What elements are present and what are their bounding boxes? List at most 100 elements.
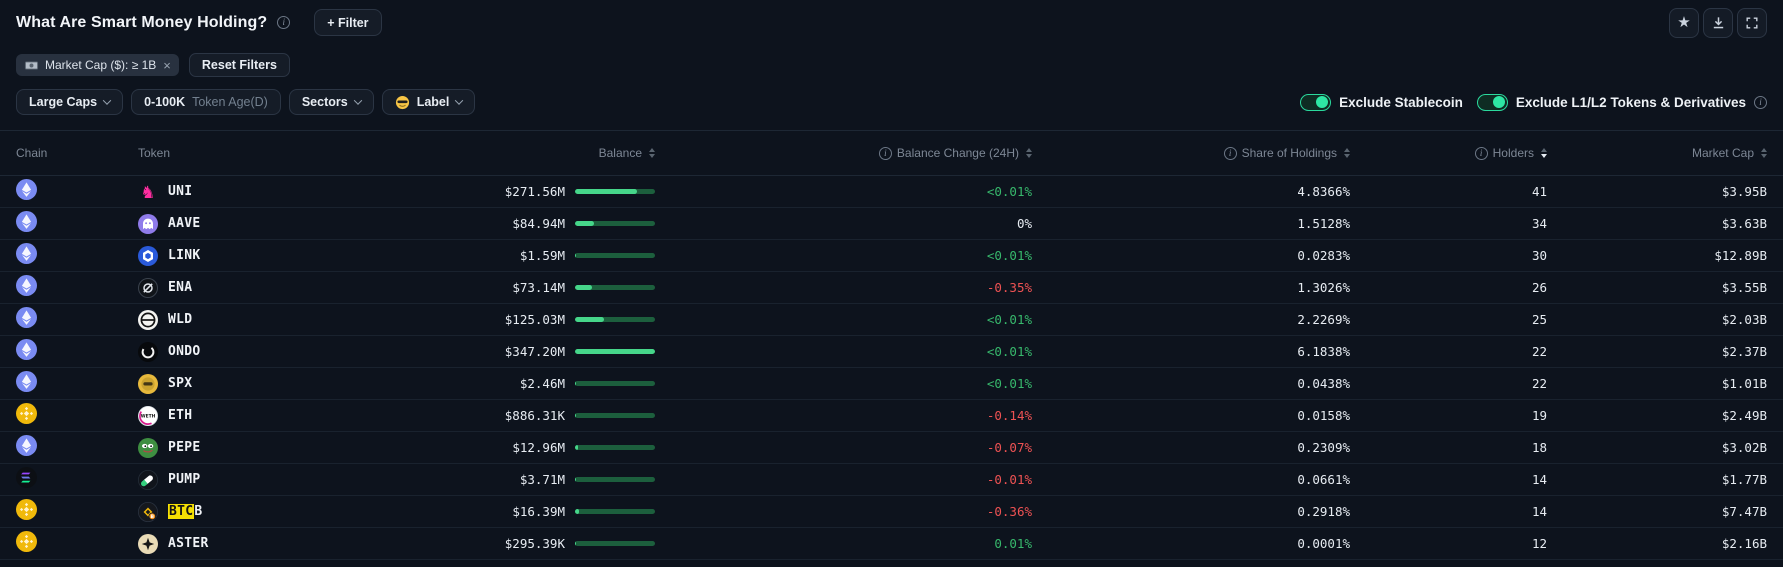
column-info-icon[interactable] — [879, 147, 892, 160]
table-row[interactable]: AAVE $84.94M 0% 1.5128% 34 $3.63B — [0, 208, 1783, 240]
balance-value: $3.71M — [445, 472, 565, 487]
toggle-switch-on[interactable] — [1477, 94, 1508, 111]
exclude-l1l2-toggle[interactable]: Exclude L1/L2 Tokens & Derivatives — [1477, 94, 1767, 111]
toggle-info-icon[interactable] — [1754, 96, 1767, 109]
table-row[interactable]: ENA $73.14M -0.35% 1.3026% 26 $3.55B — [0, 272, 1783, 304]
bnb-chain-icon — [16, 499, 37, 520]
worldcoin-token-icon — [138, 310, 158, 330]
table-row[interactable]: B BTCB $16.39M -0.36% 0.2918% 14 $7.47B — [0, 496, 1783, 528]
market-cap-value: $2.16B — [1722, 536, 1767, 551]
favorite-button[interactable] — [1669, 8, 1699, 38]
column-header-market-cap[interactable]: Market Cap — [1547, 146, 1767, 160]
toggle-label: Exclude L1/L2 Tokens & Derivatives — [1516, 95, 1746, 110]
share-of-holdings-value: 0.2309% — [1297, 440, 1350, 455]
balance-value: $73.14M — [445, 280, 565, 295]
balance-value: $16.39M — [445, 504, 565, 519]
token-symbol: ENA — [168, 280, 192, 295]
holders-value: 12 — [1532, 536, 1547, 551]
balance-bar — [575, 189, 655, 194]
balance-bar-fill — [575, 477, 576, 482]
market-cap-value: $2.37B — [1722, 344, 1767, 359]
table-row[interactable]: SPX $2.46M <0.01% 0.0438% 22 $1.01B — [0, 368, 1783, 400]
balance-change-value: <0.01% — [987, 344, 1032, 359]
holders-value: 30 — [1532, 248, 1547, 263]
balance-bar — [575, 285, 655, 290]
share-of-holdings-value: 0.2918% — [1297, 504, 1350, 519]
balance-bar-fill — [575, 413, 576, 418]
balance-bar — [575, 477, 655, 482]
column-header-balance[interactable]: Balance — [445, 146, 655, 160]
holders-value: 22 — [1532, 376, 1547, 391]
table-row[interactable]: PEPE $12.96M -0.07% 0.2309% 18 $3.02B — [0, 432, 1783, 464]
toggle-switch-on[interactable] — [1300, 94, 1331, 111]
table-row[interactable]: WETH ETH $886.31K -0.14% 0.0158% 19 $2.4… — [0, 400, 1783, 432]
reset-filters-button[interactable]: Reset Filters — [189, 53, 290, 77]
table-row[interactable]: LINK $1.59M <0.01% 0.0283% 30 $12.89B — [0, 240, 1783, 272]
download-icon — [1711, 15, 1726, 30]
share-of-holdings-value: 0.0283% — [1297, 248, 1350, 263]
add-filter-button[interactable]: + Filter — [314, 9, 381, 36]
table-row[interactable]: ASTER $295.39K 0.01% 0.0001% 12 $2.16B — [0, 528, 1783, 560]
market-cap-value: $2.03B — [1722, 312, 1767, 327]
token-symbol: LINK — [168, 248, 201, 263]
balance-change-value: 0% — [1017, 216, 1032, 231]
download-button[interactable] — [1703, 8, 1733, 38]
token-symbol: ONDO — [168, 344, 201, 359]
balance-change-value: -0.14% — [987, 408, 1032, 423]
sunglasses-emoji-icon — [395, 95, 410, 110]
label-dropdown[interactable]: Label — [382, 89, 476, 115]
balance-bar-fill — [575, 253, 576, 258]
active-filters-row: Market Cap ($): ≥ 1B Reset Filters — [16, 54, 1767, 76]
svg-text:WETH: WETH — [141, 413, 156, 419]
balance-bar — [575, 381, 655, 386]
balance-bar-fill — [575, 317, 604, 322]
balance-change-value: <0.01% — [987, 184, 1032, 199]
column-header-holders[interactable]: Holders — [1350, 146, 1547, 160]
close-icon[interactable] — [163, 59, 171, 72]
uniswap-token-icon: ♞ — [138, 182, 158, 202]
share-of-holdings-value: 2.2269% — [1297, 312, 1350, 327]
column-info-icon[interactable] — [1475, 147, 1488, 160]
balance-bar-fill — [575, 509, 579, 514]
dropdown-label: Large Caps — [29, 95, 97, 109]
sectors-dropdown[interactable]: Sectors — [289, 89, 374, 115]
balance-value: $347.20M — [445, 344, 565, 359]
token-age-filter[interactable]: 0-100K Token Age(D) — [131, 89, 281, 115]
balance-change-value: 0.01% — [994, 536, 1032, 551]
share-of-holdings-value: 0.0158% — [1297, 408, 1350, 423]
market-cap-value: $3.95B — [1722, 184, 1767, 199]
market-cap-value: $12.89B — [1714, 248, 1767, 263]
filter-chip-market-cap[interactable]: Market Cap ($): ≥ 1B — [16, 54, 179, 76]
market-cap-value: $3.63B — [1722, 216, 1767, 231]
holders-value: 41 — [1532, 184, 1547, 199]
holders-value: 34 — [1532, 216, 1547, 231]
token-symbol: PEPE — [168, 440, 201, 455]
market-cap-tier-dropdown[interactable]: Large Caps — [16, 89, 123, 115]
table-row[interactable]: WLD $125.03M <0.01% 2.2269% 25 $2.03B — [0, 304, 1783, 336]
balance-change-value: <0.01% — [987, 312, 1032, 327]
token-symbol: UNI — [168, 184, 192, 199]
bnb-chain-icon — [16, 531, 37, 552]
balance-bar — [575, 541, 655, 546]
column-header-chain: Chain — [16, 146, 110, 160]
holders-value: 26 — [1532, 280, 1547, 295]
table-row[interactable]: ♞ UNI $271.56M <0.01% 4.8366% 41 $3.95B — [0, 176, 1783, 208]
bnb-chain-icon — [16, 403, 37, 424]
balance-change-value: -0.36% — [987, 504, 1032, 519]
table-row[interactable]: ONDO $347.20M <0.01% 6.1838% 22 $2.37B — [0, 336, 1783, 368]
ethereum-chain-icon — [16, 339, 37, 360]
fullscreen-button[interactable] — [1737, 8, 1767, 38]
title-info-icon[interactable] — [277, 16, 290, 29]
share-of-holdings-value: 1.5128% — [1297, 216, 1350, 231]
column-header-balance-change[interactable]: Balance Change (24H) — [655, 146, 1032, 160]
column-info-icon[interactable] — [1224, 147, 1237, 160]
exclude-stablecoin-toggle[interactable]: Exclude Stablecoin — [1300, 94, 1463, 111]
balance-value: $1.59M — [445, 248, 565, 263]
balance-value: $125.03M — [445, 312, 565, 327]
balance-bar-fill — [575, 381, 576, 386]
table-row[interactable]: PUMP $3.71M -0.01% 0.0661% 14 $1.77B — [0, 464, 1783, 496]
share-of-holdings-value: 4.8366% — [1297, 184, 1350, 199]
ethereum-chain-icon — [16, 243, 37, 264]
column-header-share-of-holdings[interactable]: Share of Holdings — [1032, 146, 1350, 160]
star-icon — [1677, 15, 1690, 30]
